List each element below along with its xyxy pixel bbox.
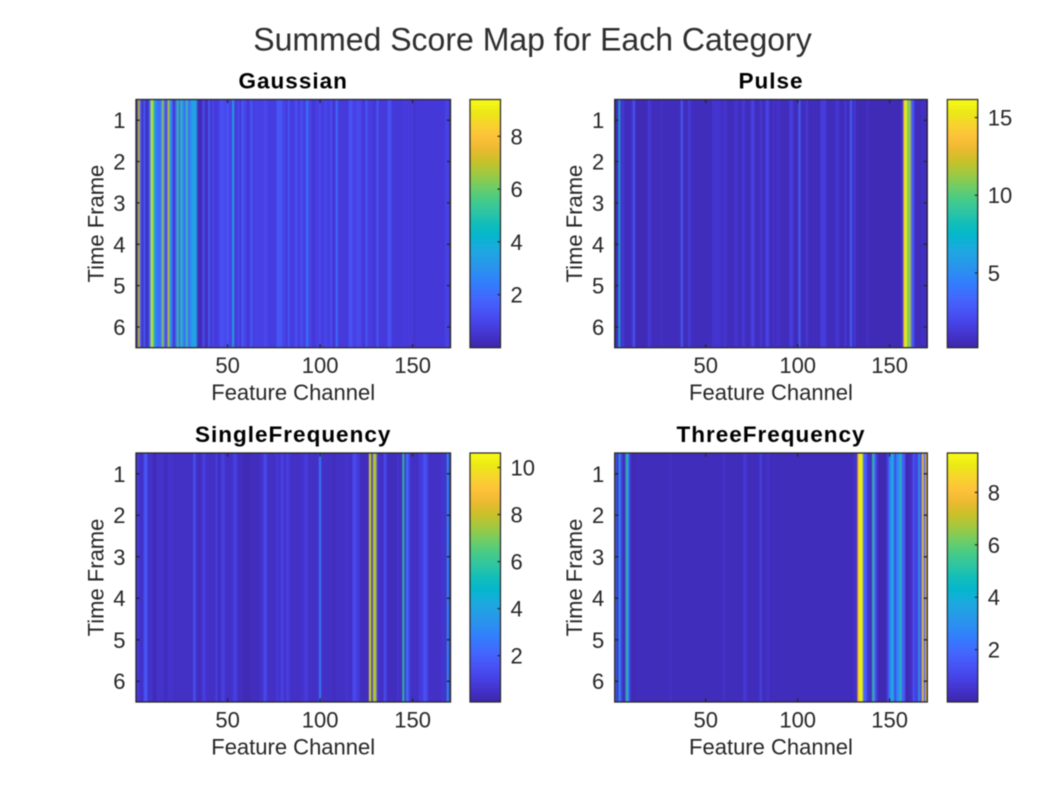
svg-text:4: 4 xyxy=(511,597,523,622)
svg-text:8: 8 xyxy=(988,480,1000,505)
svg-text:Feature Channel: Feature Channel xyxy=(689,380,853,405)
svg-text:1: 1 xyxy=(113,108,125,133)
svg-text:6: 6 xyxy=(113,669,125,694)
svg-text:4: 4 xyxy=(592,586,604,611)
svg-text:6: 6 xyxy=(511,550,523,575)
svg-text:150: 150 xyxy=(871,708,908,733)
svg-text:8: 8 xyxy=(511,124,523,149)
svg-text:5: 5 xyxy=(988,261,1000,286)
svg-text:1: 1 xyxy=(592,108,604,133)
svg-text:2: 2 xyxy=(511,283,523,308)
svg-text:6: 6 xyxy=(511,177,523,202)
svg-text:50: 50 xyxy=(693,353,717,378)
svg-text:150: 150 xyxy=(394,708,431,733)
svg-text:5: 5 xyxy=(592,274,604,299)
svg-text:4: 4 xyxy=(592,232,604,257)
svg-text:6: 6 xyxy=(988,533,1000,558)
svg-text:8: 8 xyxy=(511,503,523,528)
svg-text:10: 10 xyxy=(988,183,1012,208)
svg-text:3: 3 xyxy=(113,545,125,570)
svg-text:50: 50 xyxy=(693,708,717,733)
svg-text:2: 2 xyxy=(592,150,604,175)
svg-text:10: 10 xyxy=(511,456,535,481)
svg-text:4: 4 xyxy=(988,585,1000,610)
svg-text:1: 1 xyxy=(592,462,604,487)
svg-text:Feature Channel: Feature Channel xyxy=(689,735,853,760)
svg-text:Feature Channel: Feature Channel xyxy=(211,735,375,760)
svg-text:15: 15 xyxy=(988,106,1012,131)
svg-text:150: 150 xyxy=(871,353,908,378)
svg-text:100: 100 xyxy=(302,353,339,378)
svg-text:150: 150 xyxy=(394,353,431,378)
svg-text:Pulse: Pulse xyxy=(738,68,803,93)
svg-text:2: 2 xyxy=(511,644,523,669)
svg-text:4: 4 xyxy=(511,230,523,255)
svg-text:100: 100 xyxy=(779,353,816,378)
svg-text:100: 100 xyxy=(302,708,339,733)
svg-text:SingleFrequency: SingleFrequency xyxy=(195,422,391,447)
svg-text:4: 4 xyxy=(113,586,125,611)
svg-text:1: 1 xyxy=(113,462,125,487)
svg-text:Feature Channel: Feature Channel xyxy=(211,380,375,405)
svg-text:50: 50 xyxy=(215,353,239,378)
svg-text:6: 6 xyxy=(592,315,604,340)
svg-text:5: 5 xyxy=(113,274,125,299)
svg-text:2: 2 xyxy=(113,503,125,528)
svg-text:2: 2 xyxy=(988,638,1000,663)
svg-text:6: 6 xyxy=(113,315,125,340)
svg-text:50: 50 xyxy=(215,708,239,733)
svg-text:5: 5 xyxy=(113,628,125,653)
svg-text:Time Frame: Time Frame xyxy=(83,165,108,283)
svg-text:2: 2 xyxy=(113,150,125,175)
svg-text:Time Frame: Time Frame xyxy=(562,519,587,637)
svg-text:3: 3 xyxy=(592,545,604,570)
svg-text:Gaussian: Gaussian xyxy=(239,68,348,93)
svg-text:5: 5 xyxy=(592,628,604,653)
svg-text:6: 6 xyxy=(592,669,604,694)
svg-text:3: 3 xyxy=(592,191,604,216)
svg-text:ThreeFrequency: ThreeFrequency xyxy=(676,422,865,447)
svg-text:Time Frame: Time Frame xyxy=(83,519,108,637)
svg-text:3: 3 xyxy=(113,191,125,216)
svg-text:4: 4 xyxy=(113,232,125,257)
svg-text:2: 2 xyxy=(592,503,604,528)
svg-text:Summed Score Map for Each Cate: Summed Score Map for Each Category xyxy=(253,22,811,58)
svg-text:100: 100 xyxy=(779,708,816,733)
svg-text:Time Frame: Time Frame xyxy=(562,165,587,283)
